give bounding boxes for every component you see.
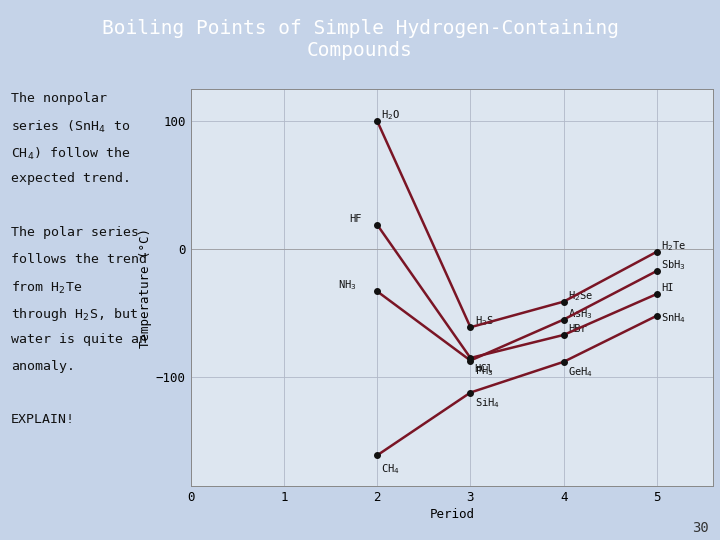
Text: water is quite an: water is quite an <box>11 333 147 346</box>
Text: SbH$_3$: SbH$_3$ <box>661 258 686 272</box>
X-axis label: Period: Period <box>429 508 474 521</box>
Text: GeH$_4$: GeH$_4$ <box>568 366 593 380</box>
Text: H$_2$O: H$_2$O <box>382 109 400 122</box>
Text: HI: HI <box>661 283 673 293</box>
Text: H$_2$Se: H$_2$Se <box>568 289 593 302</box>
Text: H$_2$Te: H$_2$Te <box>661 239 686 253</box>
Text: HCl: HCl <box>474 364 493 374</box>
Text: expected trend.: expected trend. <box>11 172 131 185</box>
Text: 30: 30 <box>693 521 709 535</box>
Text: CH$_4$) follow the: CH$_4$) follow the <box>11 146 130 162</box>
Text: series (SnH$_4$ to: series (SnH$_4$ to <box>11 119 130 135</box>
Text: EXPLAIN!: EXPLAIN! <box>11 414 75 427</box>
Text: SnH$_4$: SnH$_4$ <box>661 311 686 325</box>
Text: SiH$_4$: SiH$_4$ <box>474 396 500 410</box>
Text: H$_2$S: H$_2$S <box>474 314 493 328</box>
Y-axis label: Temperature (°C): Temperature (°C) <box>139 227 152 348</box>
Text: anomaly.: anomaly. <box>11 360 75 373</box>
Text: Boiling Points of Simple Hydrogen-Containing
Compounds: Boiling Points of Simple Hydrogen-Contai… <box>102 19 618 59</box>
Text: HF: HF <box>349 214 362 224</box>
Text: NH$_3$: NH$_3$ <box>338 279 357 293</box>
Text: through H$_2$S, but: through H$_2$S, but <box>11 306 138 323</box>
Text: AsH$_3$: AsH$_3$ <box>568 307 593 321</box>
Text: from H$_2$Te: from H$_2$Te <box>11 280 82 296</box>
Text: CH$_4$: CH$_4$ <box>382 462 400 476</box>
Text: follows the trend: follows the trend <box>11 253 147 266</box>
Text: PH$_3$: PH$_3$ <box>474 364 493 378</box>
Text: HBr: HBr <box>568 324 587 334</box>
Text: The nonpolar: The nonpolar <box>11 92 107 105</box>
Text: The polar series: The polar series <box>11 226 139 239</box>
